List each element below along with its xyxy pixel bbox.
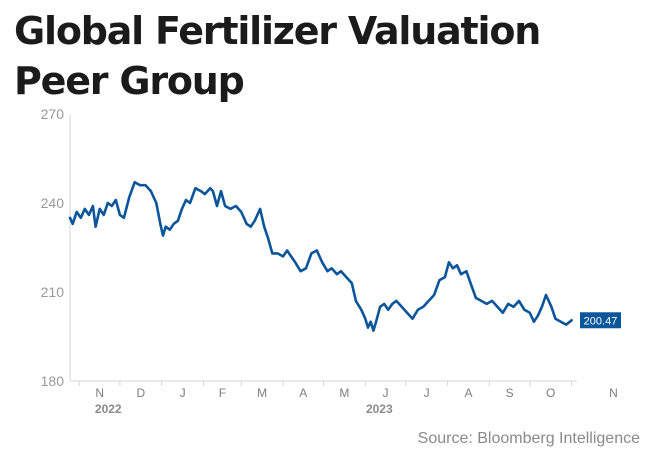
- y-tick-label: 180: [41, 373, 65, 389]
- x-tick-label: N: [609, 386, 618, 400]
- y-tick-label: 270: [41, 106, 65, 122]
- x-tick-label: J: [180, 386, 186, 400]
- x-tick-label: M: [339, 386, 349, 400]
- x-tick-label: J: [424, 386, 430, 400]
- x-tick-label: F: [219, 386, 226, 400]
- x-tick-label: N: [95, 386, 104, 400]
- x-tick-label: A: [299, 386, 307, 400]
- y-tick-label: 240: [41, 195, 65, 211]
- chart-title: Global Fertilizer Valuation Peer Group: [14, 6, 541, 106]
- chart-title-line-2: Peer Group: [14, 59, 245, 103]
- last-value-badge: [580, 312, 621, 329]
- x-tick-label: S: [506, 386, 514, 400]
- year-label: 2023: [366, 402, 393, 416]
- x-tick-label: O: [546, 386, 555, 400]
- last-value-label: 200.47: [584, 315, 618, 327]
- x-tick-label: J: [383, 386, 389, 400]
- source-note: Source: Bloomberg Intelligence: [417, 430, 640, 447]
- x-tick-label: M: [257, 386, 267, 400]
- series-line: [68, 180, 573, 332]
- x-tick-label: A: [464, 386, 472, 400]
- y-tick-label: 210: [41, 284, 65, 300]
- x-tick-label: D: [136, 386, 145, 400]
- year-label: 2022: [95, 402, 122, 416]
- chart-title-line-1: Global Fertilizer Valuation: [14, 9, 541, 53]
